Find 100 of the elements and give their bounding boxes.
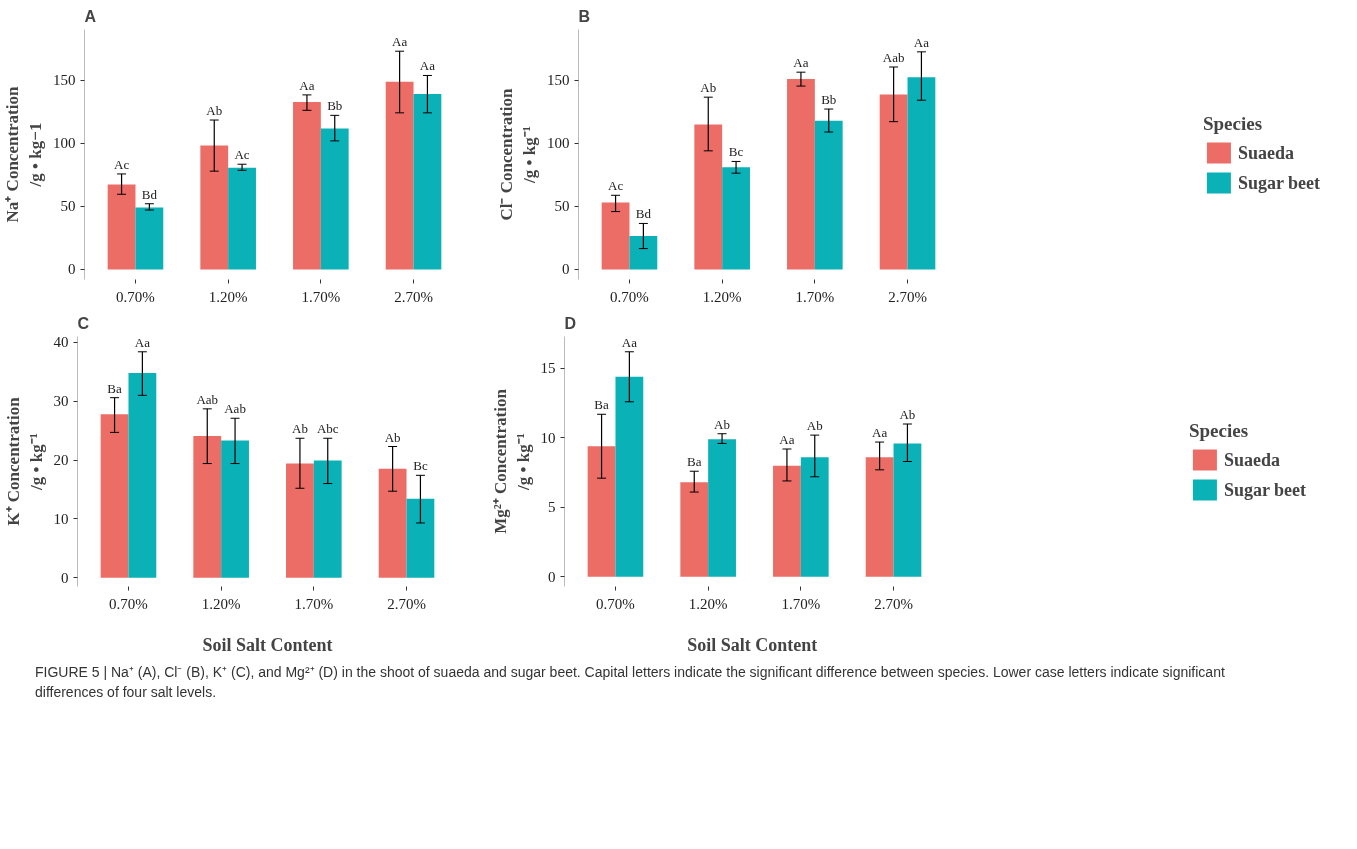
bar — [879, 94, 908, 270]
data-label: Bd — [635, 206, 652, 222]
data-label: Ac — [607, 178, 624, 194]
y-tick-label: 15 — [540, 360, 556, 377]
x-axis-title: Soil Salt Content — [202, 634, 333, 655]
data-label: Aa — [621, 334, 638, 350]
chart-title: A — [84, 7, 97, 25]
bar — [100, 414, 129, 578]
legend-title: Species — [1202, 112, 1263, 135]
y-tick-label: 10 — [53, 510, 69, 527]
data-label: Ba — [107, 380, 123, 396]
x-tick-label: 2.70% — [888, 288, 927, 305]
x-tick-label: 0.70% — [610, 288, 649, 305]
x-tick-label: 1.20% — [208, 288, 248, 305]
bar — [601, 202, 630, 270]
y-tick-label: 5 — [548, 499, 556, 516]
bar — [293, 102, 321, 270]
data-label: Ac — [234, 147, 250, 163]
x-tick-label: 1.70% — [294, 595, 334, 612]
data-label: Aab — [882, 50, 905, 65]
x-tick-label: 2.70% — [874, 595, 913, 612]
chart-title: D — [564, 314, 577, 332]
y-tick-label: 0 — [61, 569, 69, 586]
bar — [413, 93, 442, 270]
bar — [221, 440, 249, 578]
chart-title: C — [77, 314, 90, 332]
x-tick-label: 1.70% — [781, 595, 821, 612]
bar — [680, 482, 709, 577]
x-tick-label: 1.70% — [795, 288, 835, 305]
bar — [320, 128, 349, 270]
bar — [135, 207, 164, 270]
bar — [708, 439, 736, 577]
data-label: Aa — [793, 55, 809, 71]
bar — [865, 457, 894, 577]
data-label: Abc — [316, 421, 339, 437]
x-axis-title: Soil Salt Content — [687, 634, 818, 655]
bar — [228, 167, 256, 270]
y-tick-label: 0 — [68, 261, 76, 278]
bar — [893, 443, 922, 577]
y-axis-title: Na⁺ Concentration /g • kg−1 — [3, 86, 45, 223]
y-tick-label: 50 — [60, 198, 76, 215]
x-tick-label: 1.20% — [688, 595, 728, 612]
data-label: Ab — [206, 103, 223, 119]
y-axis-title: Cl⁻ Concentration /g • kg⁻¹ — [497, 87, 539, 221]
legend-label: Sugar beet — [1223, 479, 1307, 500]
bar — [722, 167, 750, 270]
y-tick-label: 100 — [547, 135, 570, 152]
x-tick-label: 0.70% — [596, 595, 635, 612]
data-label: Ab — [291, 421, 308, 437]
y-tick-label: 150 — [547, 72, 570, 89]
y-tick-label: 0 — [548, 568, 556, 585]
bar — [787, 79, 815, 270]
x-tick-label: 2.70% — [387, 595, 426, 612]
data-label: Aa — [913, 34, 930, 50]
y-tick-label: 0 — [562, 261, 570, 278]
bar — [629, 236, 658, 270]
data-label: Ba — [687, 454, 702, 470]
bar — [193, 435, 222, 578]
x-tick-label: 0.70% — [116, 288, 155, 305]
y-axis-title: Mg²⁺ Concentration /g • kg⁻¹ — [490, 388, 533, 534]
data-label: Aab — [196, 391, 219, 407]
y-tick-label: 20 — [53, 452, 69, 469]
y-tick-label: 10 — [540, 429, 556, 446]
data-label: Aa — [134, 334, 151, 350]
data-label: Aa — [299, 77, 315, 93]
legend-label: Suaeda — [1237, 142, 1294, 163]
data-label: Bd — [141, 186, 158, 202]
caption: FIGURE 5 | Na⁺ (A), Cl⁻ (B), K⁺ (C), and Mg²⁺ (D) in the shoot of suaeda and sugar beet. Capital letters indicate the significant difference between species. Lower case letters indicate significant differences of four salt levels. — [35, 663, 1226, 702]
bar — [200, 145, 229, 270]
y-axis-title: K⁺ Concentration /g • kg⁻¹ — [3, 396, 46, 526]
data-label: Bc — [728, 144, 744, 160]
y-tick-label: 40 — [53, 334, 69, 351]
bar — [907, 77, 936, 270]
data-label: Ab — [700, 80, 717, 96]
data-label: Bb — [327, 98, 343, 114]
data-label: Aab — [224, 401, 246, 417]
legend-label: Suaeda — [1223, 449, 1280, 470]
legend-title: Species — [1188, 419, 1249, 442]
bar — [587, 446, 616, 577]
bar — [694, 124, 723, 270]
data-label: Aa — [392, 34, 408, 50]
bar — [286, 463, 314, 578]
x-tick-label: 1.70% — [301, 288, 341, 305]
data-label: Ab — [384, 429, 401, 445]
chart-title: B — [578, 7, 591, 25]
x-tick-label: 0.70% — [109, 595, 148, 612]
y-tick-label: 30 — [53, 393, 69, 410]
bar — [385, 81, 414, 270]
x-tick-label: 1.20% — [201, 595, 241, 612]
y-tick-label: 100 — [53, 135, 76, 152]
x-tick-label: 2.70% — [394, 288, 433, 305]
bar — [615, 376, 644, 577]
y-tick-label: 150 — [53, 72, 76, 89]
data-label: Aa — [419, 58, 436, 74]
bar — [814, 120, 843, 270]
data-label: Ab — [899, 407, 916, 422]
data-label: Bb — [821, 92, 837, 108]
bar — [107, 184, 136, 270]
bar — [313, 460, 342, 578]
data-label: Aa — [779, 432, 795, 447]
